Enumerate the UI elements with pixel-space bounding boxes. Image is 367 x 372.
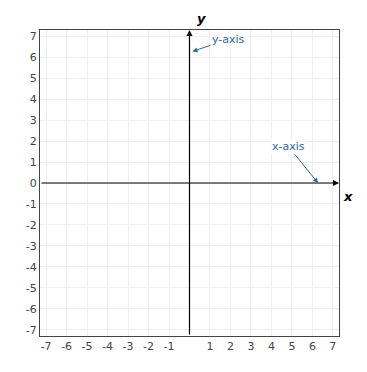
svg-text:3: 3 <box>247 340 254 353</box>
svg-text:3: 3 <box>30 114 37 127</box>
svg-text:-7: -7 <box>41 340 52 353</box>
svg-text:4: 4 <box>268 340 275 353</box>
svg-text:5: 5 <box>30 72 37 85</box>
svg-text:-1: -1 <box>26 198 37 211</box>
svg-text:x: x <box>343 189 353 204</box>
svg-text:6: 6 <box>309 340 316 353</box>
svg-text:2: 2 <box>227 340 234 353</box>
svg-text:-6: -6 <box>26 303 37 316</box>
svg-text:-4: -4 <box>26 261 37 274</box>
svg-text:7: 7 <box>329 340 336 353</box>
svg-text:5: 5 <box>288 340 295 353</box>
svg-text:-1: -1 <box>164 340 175 353</box>
svg-text:-6: -6 <box>61 340 72 353</box>
svg-text:0: 0 <box>30 177 37 190</box>
svg-text:-7: -7 <box>26 324 37 337</box>
svg-text:6: 6 <box>30 51 37 64</box>
svg-text:-3: -3 <box>26 240 37 253</box>
svg-text:-5: -5 <box>26 282 37 295</box>
svg-text:-5: -5 <box>82 340 93 353</box>
svg-text:4: 4 <box>30 93 37 106</box>
svg-text:y: y <box>197 11 206 26</box>
svg-text:7: 7 <box>30 30 37 43</box>
svg-text:-4: -4 <box>102 340 113 353</box>
svg-text:-3: -3 <box>123 340 134 353</box>
svg-text:1: 1 <box>206 340 213 353</box>
svg-text:-2: -2 <box>26 219 37 232</box>
svg-text:1: 1 <box>30 156 37 169</box>
svg-text:y-axis: y-axis <box>212 33 245 46</box>
svg-text:2: 2 <box>30 135 37 148</box>
svg-text:x-axis: x-axis <box>272 140 305 153</box>
svg-text:-2: -2 <box>143 340 154 353</box>
